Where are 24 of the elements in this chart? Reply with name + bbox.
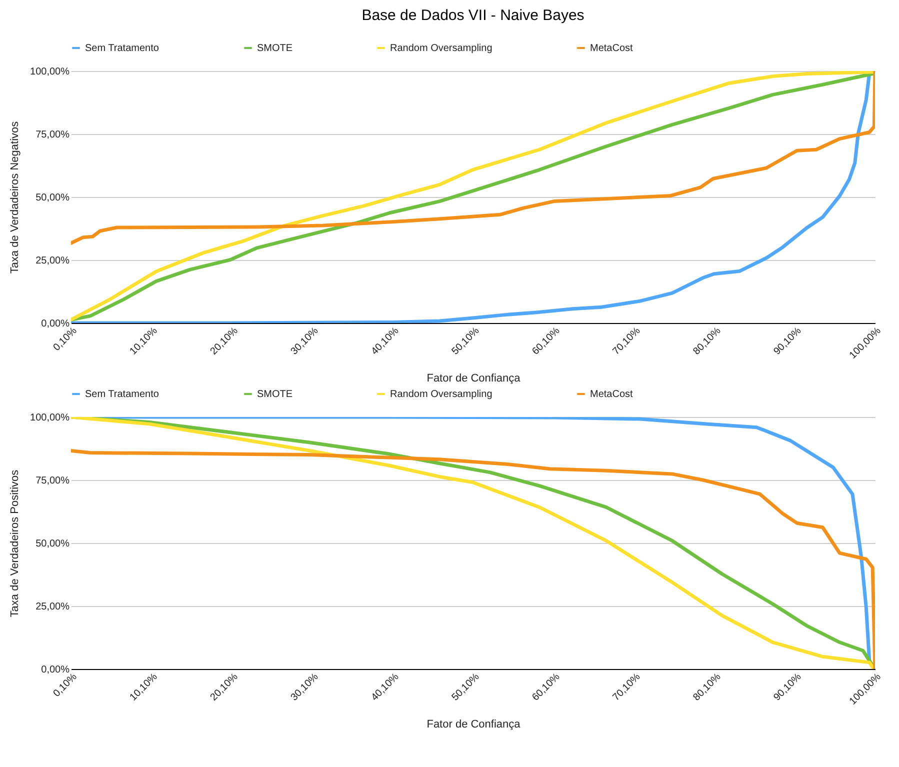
legend-label: Sem Tratamento (85, 43, 160, 54)
x-axis-title: Fator de Confiança (426, 372, 522, 384)
y-tick-label: 50,00% (36, 538, 70, 550)
y-tick-label: 75,00% (36, 476, 70, 486)
legend-label: Random Oversampling (390, 389, 492, 400)
legend-label: MetaCost (590, 43, 634, 54)
y-axis-title: Taxa de Verdadeiros Positivos (9, 469, 22, 618)
y-tick-label: 0,00% (41, 318, 70, 330)
legend-label: SMOTE (257, 43, 293, 54)
line-series (71, 71, 875, 245)
y-tick-label: 0,00% (41, 664, 70, 676)
y-tick-label: 100,00% (30, 412, 70, 424)
x-axis-title: Fator de Confiança (426, 718, 522, 730)
y-tick-label: 100,00% (30, 66, 70, 78)
legend-label: SMOTE (257, 389, 293, 400)
y-tick-label: 50,00% (36, 192, 70, 204)
legend-label: Random Oversampling (390, 43, 492, 54)
y-tick-label: 75,00% (36, 130, 70, 140)
legend-label: MetaCost (590, 389, 634, 400)
chart-title: Base de Dados VII - Naive Bayes (362, 7, 584, 24)
legend-label: Sem Tratamento (85, 389, 160, 400)
y-tick-label: 25,00% (36, 256, 70, 266)
y-axis-title: Taxa de Verdadeiros Negativos (9, 120, 22, 274)
y-tick-label: 25,00% (36, 602, 70, 612)
